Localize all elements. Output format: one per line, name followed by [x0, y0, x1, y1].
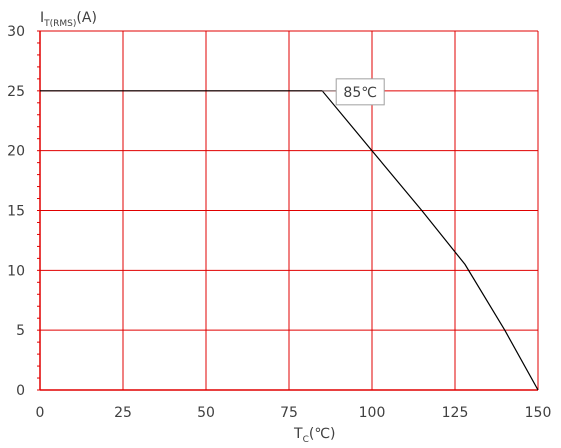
- y-tick-label: 30: [7, 24, 25, 40]
- y-tick-labels: 0 5 10 15 20 25 30: [7, 24, 25, 399]
- y-tick-label: 25: [7, 84, 25, 100]
- x-tick-label: 50: [197, 405, 215, 421]
- y-tick-label: 15: [7, 204, 25, 220]
- annotation-layer: 85℃: [322, 78, 385, 106]
- x-tick-label: 100: [359, 405, 386, 421]
- annotation-box: [335, 78, 385, 106]
- x-tick-label: 150: [525, 405, 552, 421]
- x-axis-title-unit: (℃): [309, 426, 336, 442]
- y-tick-label: 10: [7, 263, 25, 279]
- grid: [39, 30, 539, 391]
- y-axis-title-main: I: [40, 10, 44, 26]
- x-axis-title-subscript: C: [303, 435, 309, 445]
- y-axis-title-subscript: T(RMS): [43, 19, 76, 29]
- x-axis-title: TC(℃): [293, 426, 336, 445]
- y-tick-label: 0: [16, 383, 25, 399]
- x-axis-title-main: T: [293, 426, 303, 442]
- x-tick-labels: 0 25 50 75 100 125 150: [36, 405, 552, 421]
- x-tick-label: 25: [114, 405, 132, 421]
- annotation-label: 85℃: [343, 85, 377, 101]
- x-tick-label: 125: [442, 405, 469, 421]
- y-axis-title: IT(RMS)(A): [40, 10, 97, 29]
- x-tick-label: 0: [36, 405, 45, 421]
- x-tick-label: 75: [280, 405, 298, 421]
- y-tick-label: 5: [16, 323, 25, 339]
- y-axis-title-unit: (A): [76, 10, 97, 26]
- y-tick-label: 20: [7, 144, 25, 160]
